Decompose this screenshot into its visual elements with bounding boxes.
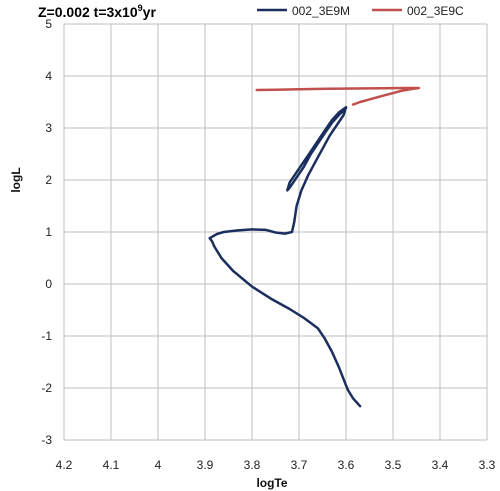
x-tick-label: 3.6 bbox=[338, 458, 355, 472]
legend: 002_3E9M 002_3E9C bbox=[257, 4, 464, 18]
series-line-002-3e9m bbox=[208, 105, 362, 408]
plot-area bbox=[208, 86, 421, 408]
series-line-002-3e9c bbox=[255, 86, 421, 106]
y-tick-label: 3 bbox=[45, 121, 52, 135]
x-tick-label: 3.4 bbox=[432, 458, 449, 472]
x-tick-label: 3.5 bbox=[385, 458, 402, 472]
x-tick-label: 3.7 bbox=[291, 458, 308, 472]
y-tick-label: 1 bbox=[45, 225, 52, 239]
y-tick-label: -2 bbox=[41, 381, 52, 395]
x-tick-label: 4.1 bbox=[103, 458, 120, 472]
chart-title-unit: yr bbox=[143, 4, 157, 20]
x-axis-label: logTe bbox=[256, 476, 287, 490]
legend-label-002-3e9m: 002_3E9M bbox=[292, 4, 350, 18]
x-tick-label: 4 bbox=[155, 458, 162, 472]
y-tick-label: 5 bbox=[45, 17, 52, 31]
chart-title: Z=0.002 t=3x109yr bbox=[38, 3, 156, 20]
y-tick-label: -1 bbox=[41, 329, 52, 343]
y-axis-label: logL bbox=[9, 167, 23, 192]
chart-title-main: Z=0.002 t=3x10 bbox=[38, 4, 138, 20]
x-tick-label: 3.9 bbox=[197, 458, 214, 472]
y-tick-label: 0 bbox=[45, 277, 52, 291]
grid bbox=[63, 23, 488, 441]
y-tick-label: 2 bbox=[45, 173, 52, 187]
x-tick-label: 3.3 bbox=[479, 458, 496, 472]
y-tick-label: -3 bbox=[41, 433, 52, 447]
chart-title-exponent: 9 bbox=[138, 3, 143, 13]
x-tick-label: 4.2 bbox=[56, 458, 73, 472]
tick-labels: 4.2 4.1 4 3.9 3.8 3.7 3.6 3.5 3.4 3.3 5 4 3 2 1 0 -1 -2 -3 bbox=[41, 17, 495, 472]
x-tick-label: 3.8 bbox=[244, 458, 261, 472]
legend-label-002-3e9c: 002_3E9C bbox=[407, 4, 464, 18]
y-tick-label: 4 bbox=[45, 69, 52, 83]
